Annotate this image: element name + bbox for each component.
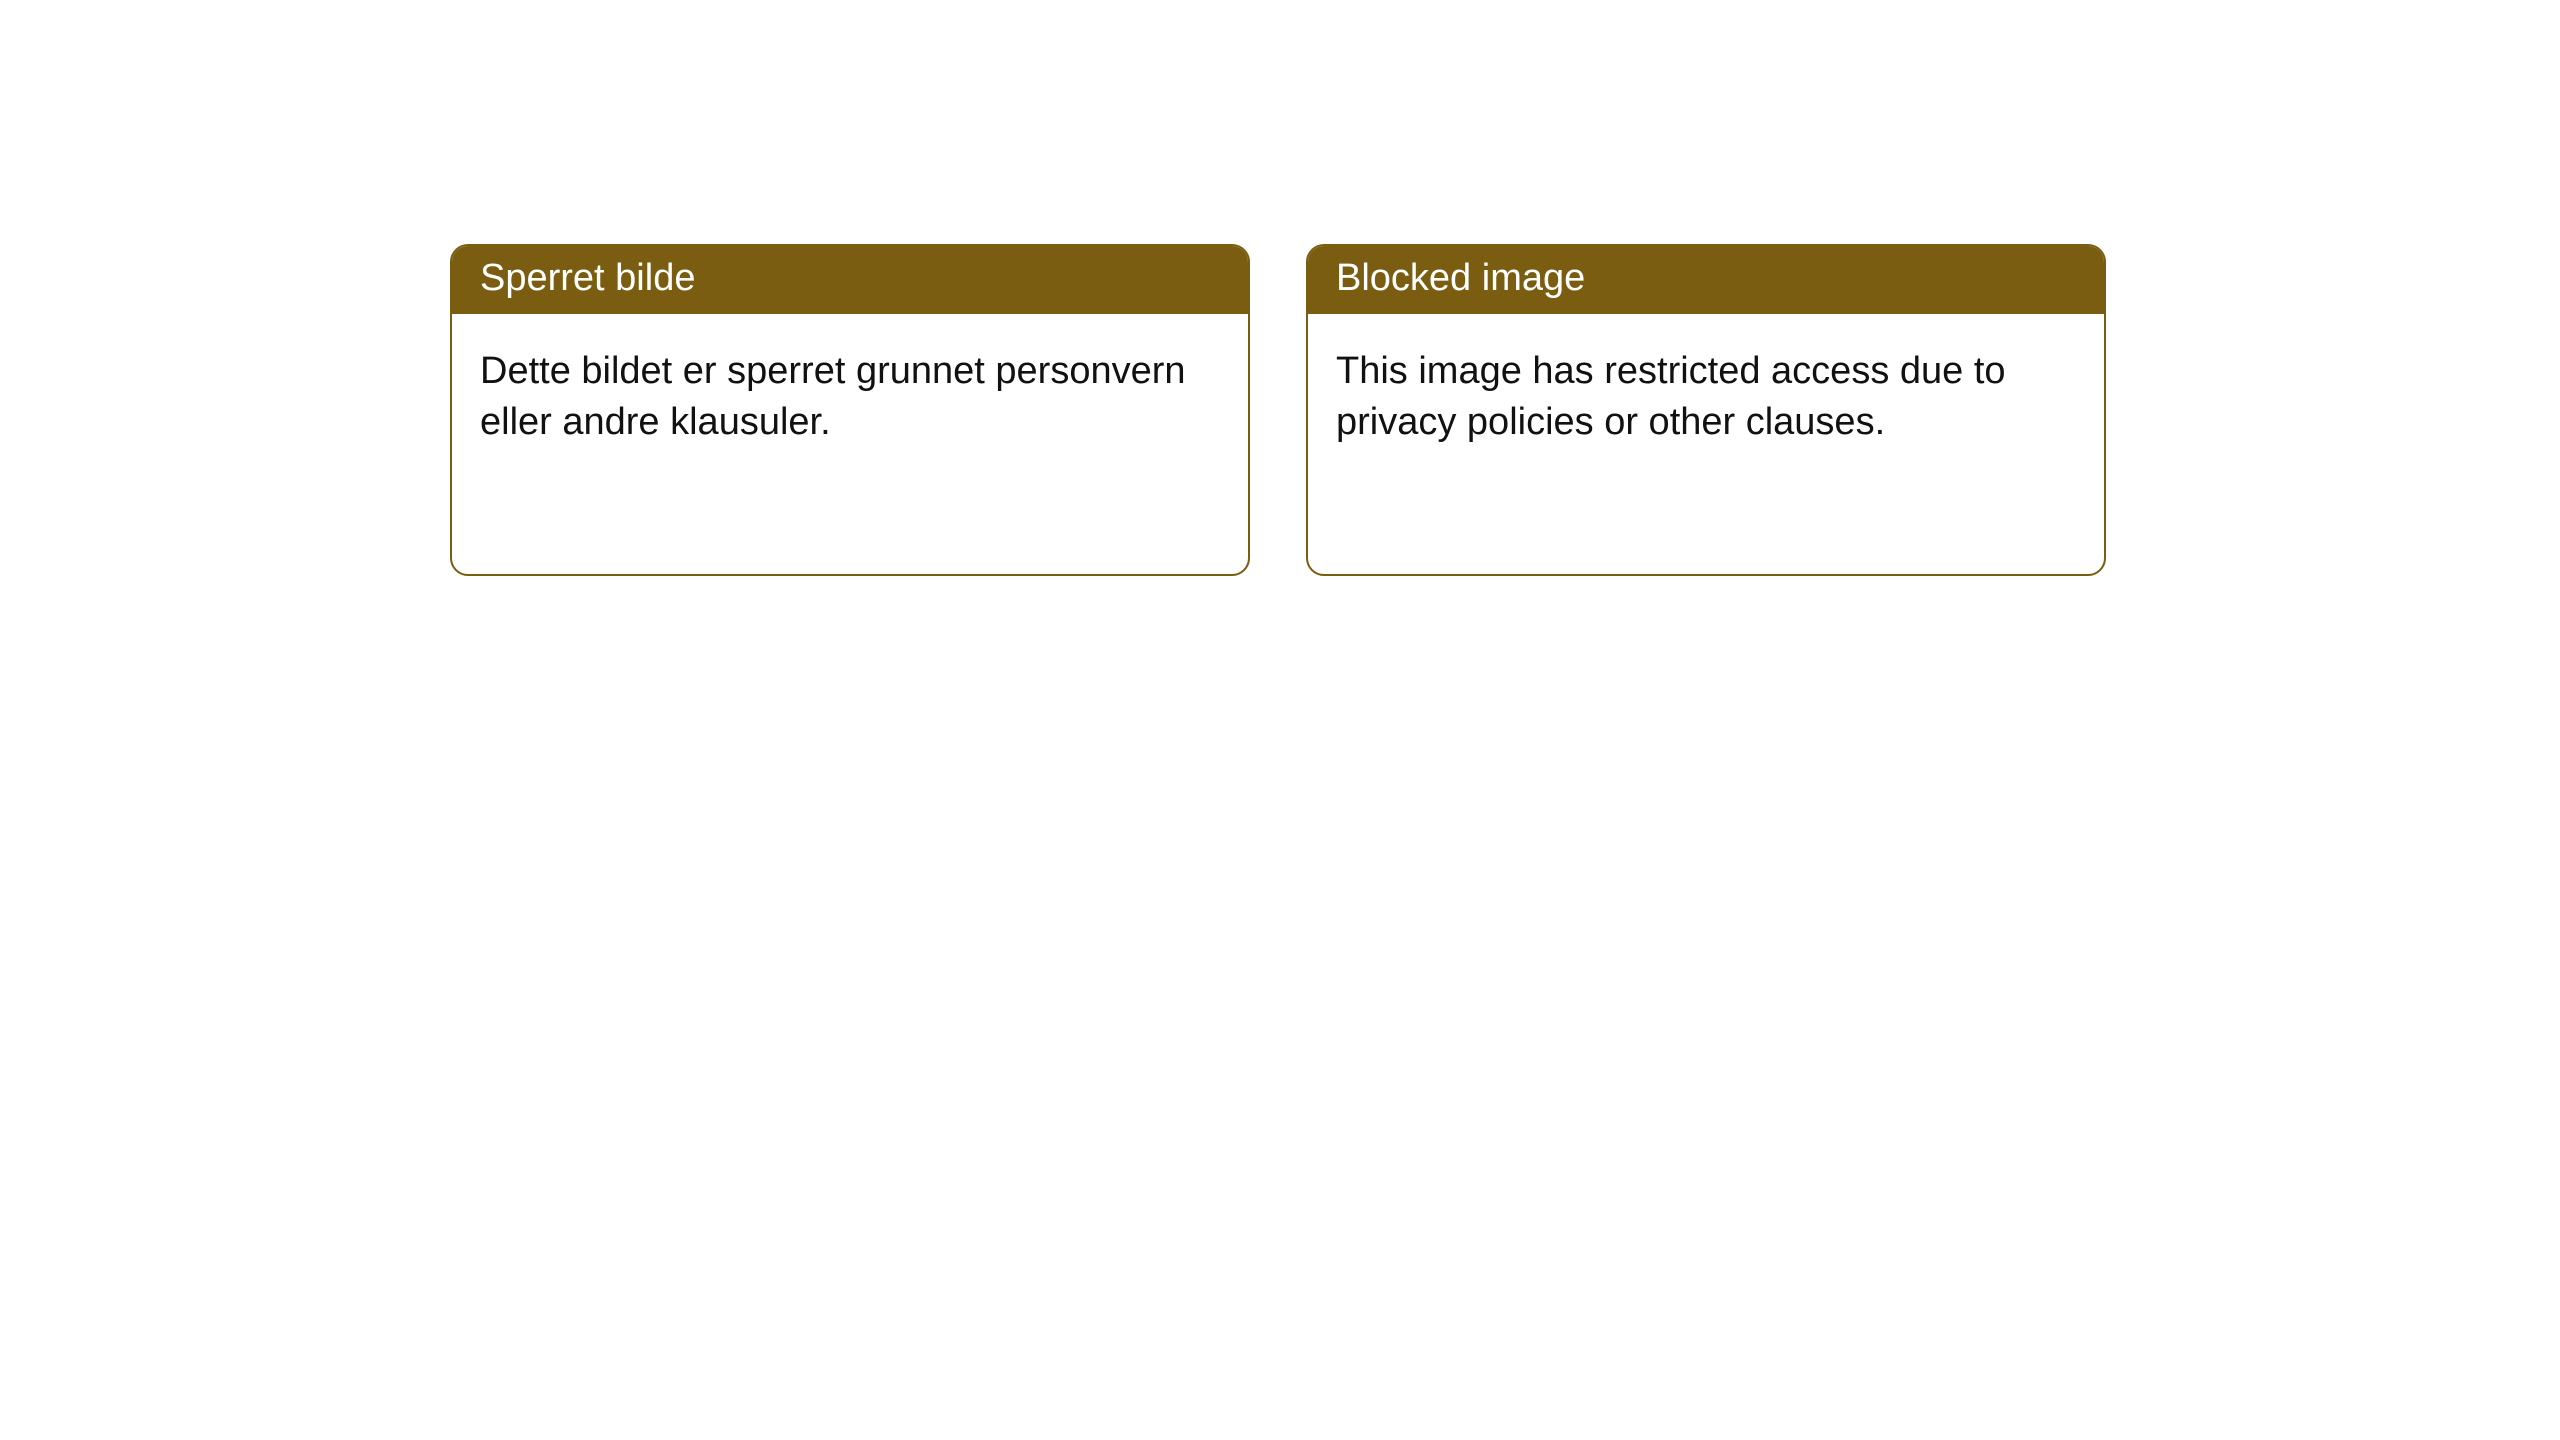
notice-title: Sperret bilde: [480, 257, 695, 299]
notice-container: Sperret bilde Dette bildet er sperret gr…: [0, 0, 2560, 576]
notice-body-text: Dette bildet er sperret grunnet personve…: [480, 350, 1186, 443]
notice-body: This image has restricted access due to …: [1308, 314, 2104, 481]
notice-title: Blocked image: [1336, 257, 1585, 299]
notice-header: Sperret bilde: [452, 246, 1248, 314]
notice-box-english: Blocked image This image has restricted …: [1306, 244, 2106, 576]
notice-body-text: This image has restricted access due to …: [1336, 350, 2006, 443]
notice-body: Dette bildet er sperret grunnet personve…: [452, 314, 1248, 481]
notice-box-norwegian: Sperret bilde Dette bildet er sperret gr…: [450, 244, 1250, 576]
notice-header: Blocked image: [1308, 246, 2104, 314]
